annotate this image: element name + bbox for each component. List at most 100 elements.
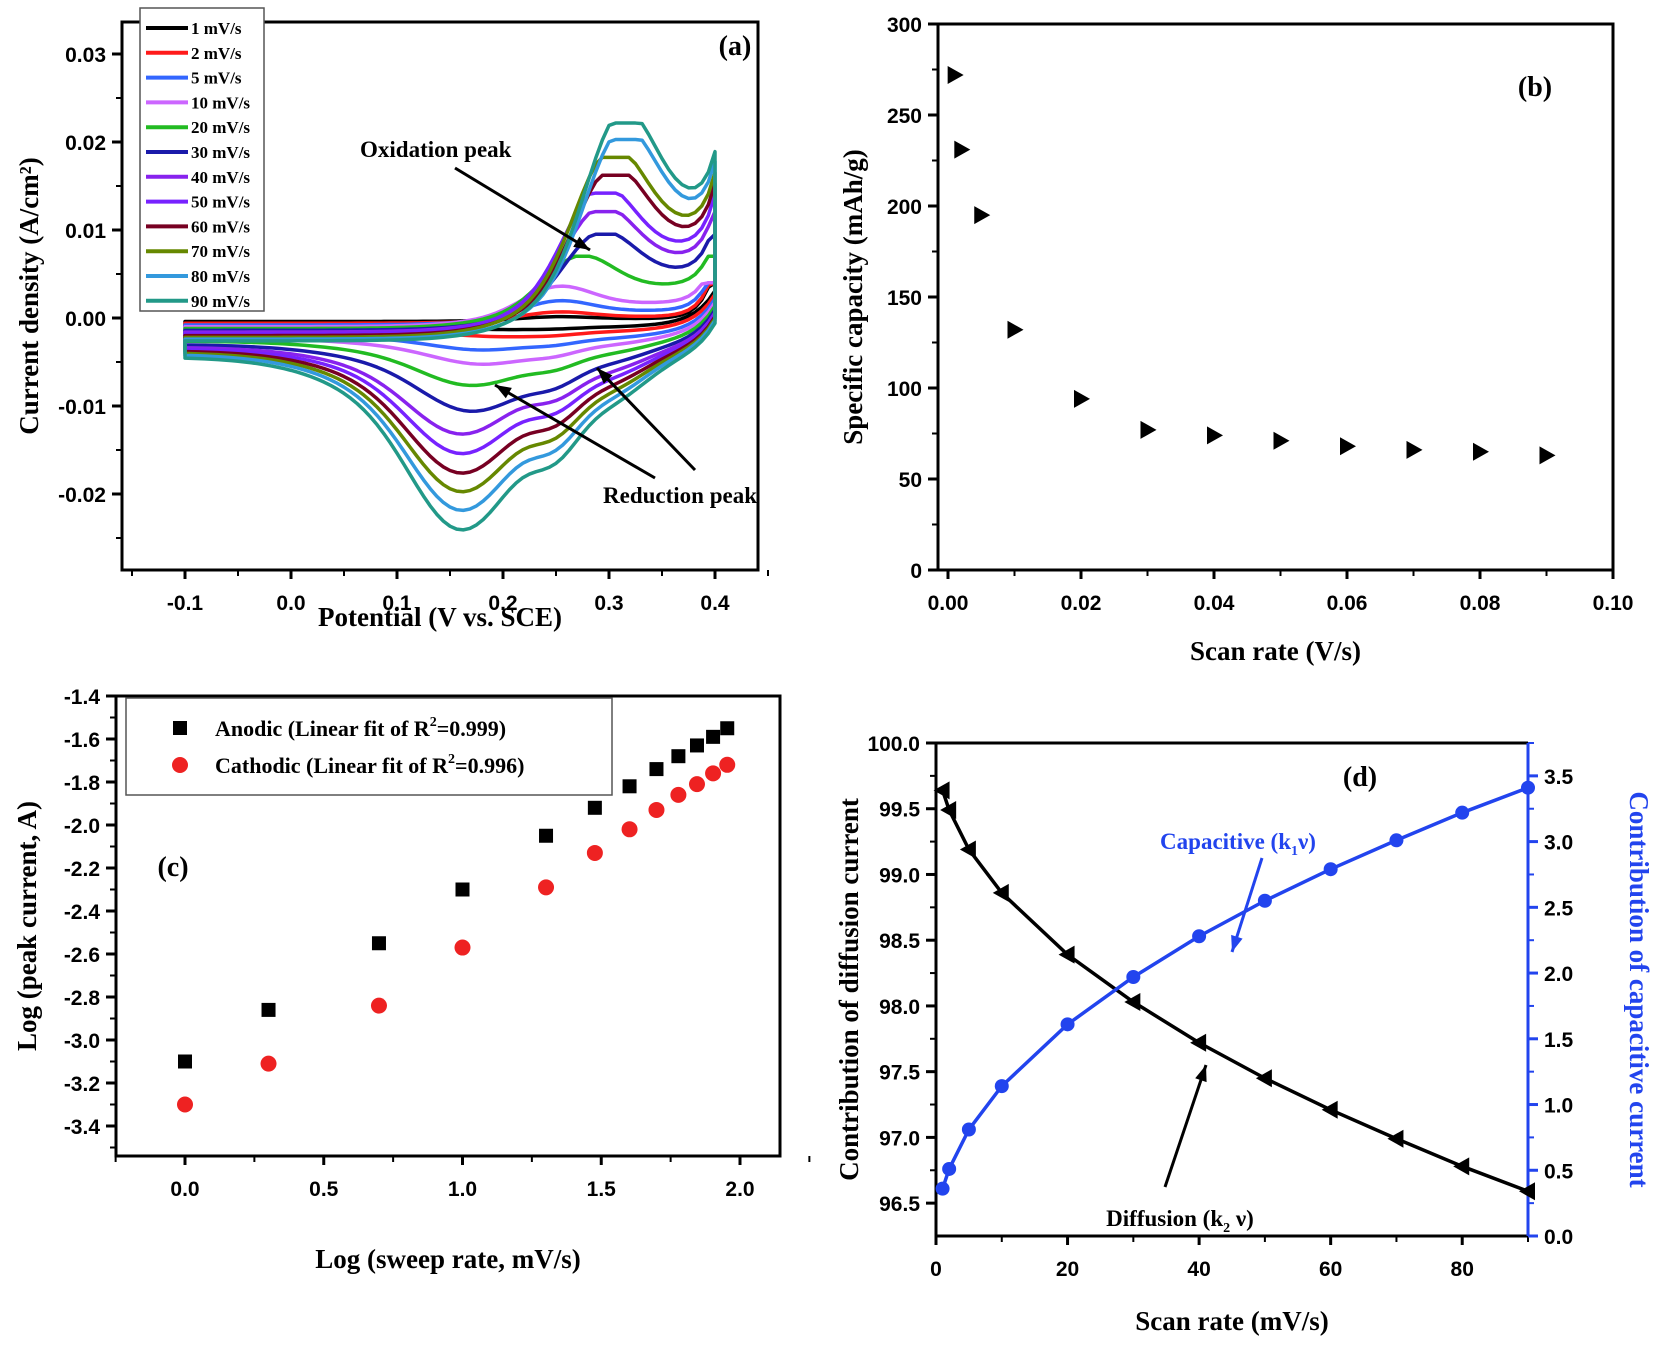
cv-curve (183, 121, 717, 532)
label-main: Capacitive (k (1160, 829, 1291, 854)
x-tick-label: 60 (1319, 1258, 1342, 1281)
capacitive-point (1126, 970, 1141, 985)
diffusion-point (1058, 945, 1075, 964)
cathodic-point (177, 1096, 193, 1113)
legend-label: 40 mV/s (191, 168, 250, 187)
y-tick-label: -1.8 (64, 772, 101, 795)
anodic-point (455, 882, 470, 897)
y-tick-label: 98.5 (879, 930, 920, 953)
y-tick-label: 100 (887, 378, 922, 401)
capacitive-point (1455, 805, 1470, 820)
diffusion-point (1255, 1069, 1272, 1088)
data-point-triangle (1207, 426, 1223, 445)
y-tick-label: 1.0 (1544, 1095, 1573, 1118)
axes-frame-a (120, 20, 760, 572)
diffusion-point (1124, 992, 1141, 1011)
data-point-triangle (974, 206, 991, 225)
y-tick-label: 300 (887, 14, 922, 37)
cathodic-point (538, 879, 555, 896)
y-tick-label: 100.0 (867, 733, 920, 756)
data-point-triangle (1140, 420, 1157, 439)
panel-label-c: (c) (157, 852, 188, 883)
cathodic-point (705, 765, 722, 782)
label-main: Diffusion (k (1106, 1206, 1223, 1231)
diffusion-point (959, 840, 976, 859)
x-tick-label: 0 (930, 1258, 942, 1281)
y-tick-label: 97.5 (879, 1062, 920, 1085)
data-point-triangle (1473, 442, 1489, 461)
axes-frame-c (114, 694, 782, 1158)
y-tick-label: 50 (899, 469, 922, 492)
annotation-oxidation-peak: Oxidation peak (360, 137, 512, 162)
y-tick-label: 1.5 (1544, 1029, 1574, 1052)
y-axis-label: Specific capacity (mAh/g) (838, 149, 868, 444)
diffusion-point (992, 883, 1009, 902)
legend-label: 80 mV/s (191, 267, 250, 286)
capacitive-point (994, 1079, 1009, 1094)
legend-box (139, 7, 265, 312)
anodic-point (587, 800, 602, 815)
diffusion-point (1387, 1129, 1404, 1148)
y-tick-label: 0.03 (65, 44, 106, 67)
y-tick-label: -2.4 (64, 901, 101, 924)
reduction-arrow-2 (595, 366, 697, 472)
legend-text-main: Cathodic (Linear fit of R (215, 753, 449, 778)
label-tail: ν) (1297, 829, 1316, 854)
anodic-point (720, 721, 735, 736)
y-tick-label: 0.0 (1544, 1226, 1573, 1249)
y-tick-label: -2.0 (64, 815, 100, 838)
x-tick-label: 0.00 (928, 592, 969, 615)
reduction-arrow-2-head (597, 368, 613, 384)
panel-a: -0.1 0.0 0.1 0.2 0.3 0.4 -0.02 -0.01 0.00 0.01 0.0… (14, 7, 769, 632)
anodic-point (622, 779, 637, 794)
y-tick-label: 98.0 (879, 996, 920, 1019)
panel-label-a: (a) (719, 31, 752, 62)
y-tick-label: -0.02 (58, 484, 106, 507)
capacitive-point (961, 1122, 976, 1137)
legend-superscript: 2 (448, 752, 455, 767)
x-tick-label: 0.06 (1327, 592, 1368, 615)
capacitive-point (1060, 1017, 1075, 1032)
data-point-triangle (1273, 431, 1290, 450)
x-tick-label: 0.3 (594, 592, 623, 615)
cathodic-point (670, 786, 687, 803)
oxidation-arrow (454, 166, 591, 252)
axes-frame-b (936, 22, 1615, 572)
diffusion-line (940, 789, 1529, 1193)
y-tick-label: 150 (887, 287, 922, 310)
legend-label: 5 mV/s (191, 69, 242, 88)
capacitive-point (1521, 780, 1535, 795)
diffusion-point (1453, 1157, 1470, 1176)
y-axis-label-left: Contribution of diffusion current (834, 798, 864, 1181)
capacitive-point (935, 1181, 950, 1196)
legend-label: 50 mV/s (191, 193, 250, 212)
y-tick-label: 0.01 (65, 220, 106, 243)
legend-label: 70 mV/s (191, 242, 250, 261)
legend-text-tail: =0.999) (437, 716, 506, 741)
cathodic-point (621, 821, 638, 838)
y-tick-label: -0.01 (58, 396, 106, 419)
y-tick-label: -2.8 (64, 987, 101, 1010)
legend-label: 30 mV/s (191, 143, 250, 162)
oxidation-arrow-head (573, 236, 590, 250)
diffusion-point (1190, 1033, 1207, 1052)
data-point-triangle (1007, 320, 1024, 339)
x-tick-label: 1.5 (587, 1178, 617, 1201)
cathodic-point (688, 776, 705, 793)
capacitive-point (1389, 833, 1404, 848)
y-tick-label: 96.5 (879, 1193, 920, 1216)
x-tick-label: 0.08 (1460, 592, 1501, 615)
diffusion-point (933, 781, 950, 800)
capacitive-arrow (1230, 857, 1264, 953)
y-tick-label: 0.5 (1544, 1160, 1574, 1183)
label-subscript: 2 (1223, 1221, 1230, 1236)
anodic-point (689, 738, 704, 753)
x-tick-label: 0.4 (700, 592, 730, 615)
anodic-point (371, 936, 386, 951)
cathodic-point (260, 1055, 277, 1072)
y-axis-label-right: Contribution of capacitive current (1624, 791, 1654, 1187)
data-point-triangle (1539, 446, 1556, 465)
panel-label-d: (d) (1343, 762, 1377, 793)
x-tick-label: 0.04 (1194, 592, 1235, 615)
x-tick-label: 0.0 (276, 592, 305, 615)
